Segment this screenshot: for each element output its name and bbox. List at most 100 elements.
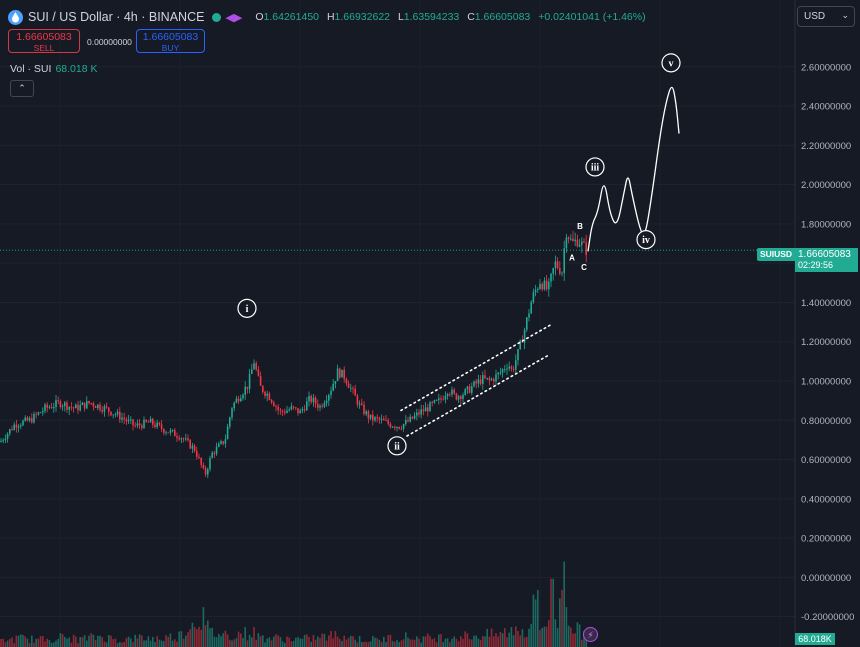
y-tick-label: 2.20000000 bbox=[801, 141, 851, 152]
candle-body bbox=[290, 406, 293, 410]
volume-bar bbox=[396, 639, 398, 647]
candle-body bbox=[585, 242, 587, 255]
volume-bar bbox=[281, 641, 284, 647]
volume-bar bbox=[367, 642, 370, 647]
y-tick-label: 2.40000000 bbox=[801, 102, 851, 113]
wave-label-text: v bbox=[669, 58, 674, 69]
volume-bar bbox=[345, 639, 348, 647]
candle-body bbox=[277, 406, 279, 410]
candle-body bbox=[185, 438, 187, 440]
buy-button[interactable]: 1.66605083 BUY bbox=[136, 29, 205, 53]
volume-bar bbox=[235, 638, 238, 647]
candle-body bbox=[88, 400, 90, 404]
price-change: +0.02401041 (+1.46%) bbox=[538, 11, 646, 23]
wave-label-iv: iv bbox=[636, 230, 656, 250]
y-tick-label: 0.80000000 bbox=[801, 416, 851, 427]
candle-body bbox=[378, 418, 381, 420]
volume-bar bbox=[185, 635, 187, 647]
volume-bar bbox=[468, 639, 471, 647]
volume-bar bbox=[363, 641, 365, 647]
candle-body bbox=[57, 400, 59, 402]
volume-bar bbox=[4, 642, 7, 647]
candle-body bbox=[328, 395, 330, 401]
volume-bar bbox=[532, 594, 535, 647]
volume-bar bbox=[299, 638, 301, 647]
candle-body bbox=[387, 420, 389, 424]
candle-body bbox=[248, 373, 251, 389]
candle-body bbox=[244, 386, 246, 395]
volume-bar bbox=[433, 638, 436, 647]
volume-bar bbox=[17, 635, 20, 647]
volume-bar bbox=[152, 636, 154, 647]
candle-body bbox=[90, 403, 92, 404]
volume-bar bbox=[158, 639, 161, 647]
candle-body bbox=[424, 407, 427, 412]
candle-body bbox=[515, 360, 517, 370]
volume-bar bbox=[477, 638, 480, 647]
candle-body bbox=[114, 414, 117, 416]
candle-body bbox=[112, 414, 114, 416]
volume-bar bbox=[519, 635, 521, 647]
volume-bar bbox=[550, 578, 552, 647]
candle-body bbox=[416, 412, 418, 416]
currency-select[interactable]: USD ⌄ bbox=[797, 6, 855, 27]
volume-bar bbox=[471, 639, 473, 647]
volume-bar bbox=[262, 635, 264, 647]
volume-value-tag: 68.018K bbox=[795, 633, 835, 645]
volume-bar bbox=[446, 638, 449, 647]
volume-bar bbox=[79, 637, 81, 647]
volume-bar bbox=[308, 637, 310, 647]
candle-body bbox=[167, 432, 169, 434]
volume-bar bbox=[413, 639, 416, 647]
volume-bar bbox=[55, 640, 57, 647]
volume-bar bbox=[490, 628, 493, 647]
wave-label-circle bbox=[237, 298, 257, 318]
alert-icon[interactable]: ◀▶ bbox=[225, 11, 243, 24]
abc-label-C: C bbox=[581, 263, 587, 272]
volume-bar bbox=[116, 643, 119, 647]
volume-bar bbox=[178, 631, 180, 647]
candle-body bbox=[222, 441, 224, 444]
candle-body bbox=[141, 425, 143, 429]
volume-bar bbox=[20, 634, 22, 647]
candle-body bbox=[523, 329, 526, 343]
volume-bars bbox=[0, 561, 587, 647]
candle-body bbox=[72, 407, 75, 409]
candle-body bbox=[9, 429, 11, 434]
candle-body bbox=[176, 436, 178, 438]
candle-body bbox=[451, 389, 453, 395]
candle-body bbox=[79, 405, 81, 411]
candle-body bbox=[11, 429, 13, 430]
volume-bar bbox=[182, 638, 185, 647]
candle-body bbox=[548, 281, 550, 290]
volume-bar bbox=[94, 639, 97, 647]
symbol-title[interactable]: SUI / US Dollar · 4h · BINANCE bbox=[28, 10, 205, 24]
candle-body bbox=[53, 407, 55, 409]
candle-body bbox=[158, 422, 161, 425]
volume-bar bbox=[0, 639, 2, 647]
volume-bar bbox=[145, 640, 147, 647]
candle-body bbox=[39, 412, 42, 414]
candle-body bbox=[61, 406, 64, 407]
candle-body bbox=[429, 402, 431, 412]
candle-body bbox=[28, 418, 31, 421]
sell-button[interactable]: 1.66605083 SELL bbox=[8, 29, 80, 53]
market-open-dot-icon bbox=[212, 12, 222, 22]
candle-body bbox=[156, 422, 158, 428]
volume-bar bbox=[2, 638, 4, 647]
lightning-icon[interactable]: ⚡ bbox=[583, 627, 598, 642]
candle-body bbox=[119, 411, 121, 420]
volume-bar bbox=[149, 640, 152, 647]
wave-label-circle bbox=[585, 157, 605, 177]
candle-body bbox=[347, 383, 350, 388]
volume-bar bbox=[268, 637, 271, 647]
volume-bar bbox=[411, 639, 414, 647]
volume-bar bbox=[99, 635, 101, 647]
candle-body bbox=[255, 363, 257, 370]
candle-body bbox=[0, 440, 2, 442]
volume-bar bbox=[361, 642, 363, 647]
candle-body bbox=[13, 424, 15, 430]
collapse-legend-button[interactable]: ⌃ bbox=[10, 80, 34, 97]
candle-body bbox=[33, 413, 35, 423]
